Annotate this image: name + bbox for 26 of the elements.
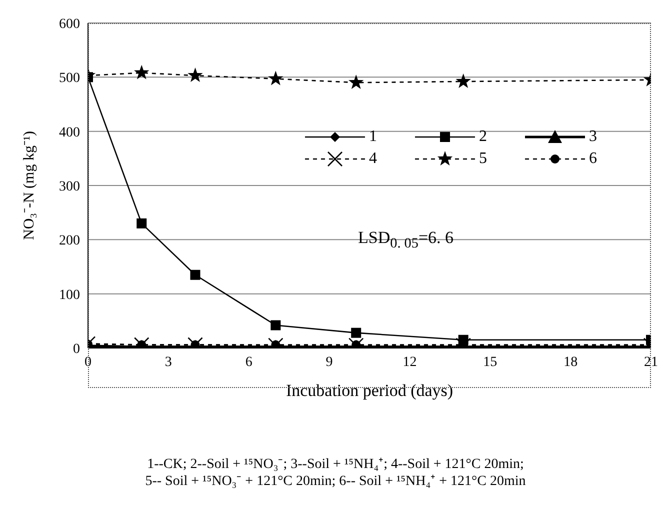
x-axis-title: Incubation period (days) [286, 381, 454, 400]
text: 1--CK; 2--Soil + ¹⁵NO₃⁻; 3--Soil + ¹⁵NH₄⁺; 4--Soil + 121°C 20min; [146, 456, 525, 473]
legend-label: 4 [369, 150, 377, 168]
legend-label: 2 [479, 128, 487, 146]
y-tick-label: 100 [59, 288, 80, 303]
x-tick-label: 18 [564, 354, 578, 370]
y-tick-label: 500 [59, 71, 80, 86]
x-tick-label: 6 [245, 354, 252, 370]
annotation: LSD$_{0. 05}$=6. 6 [358, 228, 454, 252]
y-tick-label: 400 [59, 125, 80, 140]
text: 5-- Soil + ¹⁵NO₃⁻ + 121°C 20min; 6-- Soil + ¹⁵NH₄⁺ + 121°C 20min [144, 473, 527, 490]
legend-label: 3 [589, 128, 597, 146]
legend-label: 6 [589, 150, 597, 168]
y-axis-title: NO₃⁻-N (mg kg⁻¹) [21, 131, 38, 240]
y-tick-label: 0 [73, 342, 80, 357]
x-tick-label: 0 [84, 354, 92, 370]
y-tick-label: 600 [59, 16, 80, 32]
x-tick-label: 15 [483, 354, 498, 370]
x-tick-label: 9 [326, 354, 333, 370]
y-tick-label: 200 [59, 234, 80, 249]
legend-label: 5 [479, 150, 487, 168]
x-tick-label: 3 [164, 354, 172, 370]
x-tick-label: 21 [644, 354, 658, 370]
x-tick-label: 12 [402, 354, 417, 370]
y-tick-label: 300 [59, 179, 80, 194]
legend-label: 1 [369, 128, 377, 146]
